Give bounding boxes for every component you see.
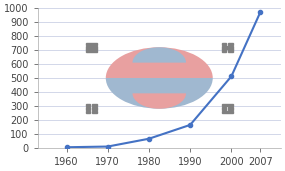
Bar (86, 107, 90, 110)
Bar (228, 107, 233, 110)
Wedge shape (106, 78, 213, 109)
Bar (228, 49, 233, 52)
Wedge shape (133, 93, 186, 109)
Bar (86, 111, 90, 113)
Bar (228, 43, 233, 45)
Bar (222, 107, 227, 110)
Bar (222, 104, 233, 107)
Wedge shape (133, 47, 186, 63)
Bar (222, 49, 227, 52)
Bar (222, 43, 227, 45)
Bar (92, 107, 97, 110)
Bar (86, 49, 97, 52)
Wedge shape (106, 47, 213, 78)
Bar (222, 46, 233, 49)
Bar (86, 43, 97, 45)
Bar (86, 104, 90, 107)
Bar (92, 104, 97, 107)
Bar (222, 111, 233, 113)
Bar (92, 111, 97, 113)
Bar (86, 46, 97, 49)
